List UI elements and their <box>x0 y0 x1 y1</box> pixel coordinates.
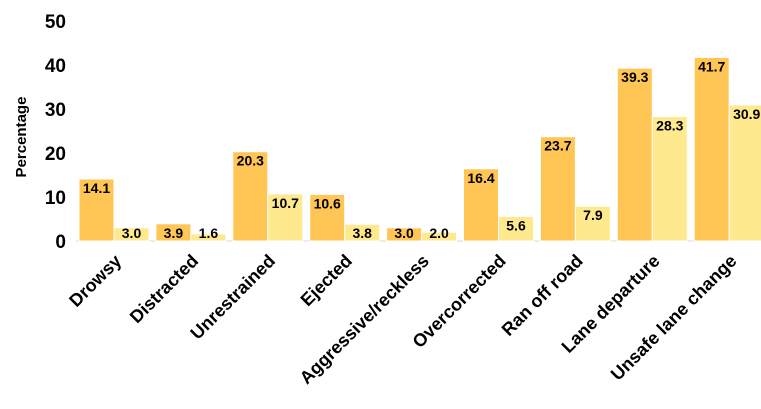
x-category-label: Ejected <box>297 251 356 310</box>
data-label: 20.3 <box>237 153 264 169</box>
bars-group <box>78 57 761 242</box>
data-label: 1.6 <box>199 225 219 241</box>
data-label: 10.7 <box>272 195 299 211</box>
bar-series2 <box>421 231 458 242</box>
x-category-label: Drowsy <box>65 251 125 311</box>
data-label: 2.0 <box>429 225 449 241</box>
data-label: 28.3 <box>656 118 683 134</box>
data-label: 39.3 <box>621 69 648 85</box>
data-label: 3.0 <box>394 225 414 241</box>
bar-series2 <box>498 215 534 242</box>
bar-series2 <box>344 223 381 242</box>
bar-series2 <box>267 193 304 242</box>
bar-series1 <box>155 223 192 242</box>
y-tick-label: 10 <box>45 188 66 209</box>
bar-series1 <box>232 151 269 242</box>
bar-series2 <box>728 104 761 242</box>
y-tick-label: 40 <box>45 56 66 77</box>
bar-series1 <box>616 67 653 242</box>
bar-series1 <box>463 168 499 242</box>
data-label: 3.9 <box>164 225 184 241</box>
bar-series2 <box>574 205 611 242</box>
y-tick-label: 20 <box>45 144 66 165</box>
x-category-label: Distracted <box>126 251 202 327</box>
data-label: 5.6 <box>506 217 526 233</box>
bar-series1 <box>693 57 730 242</box>
data-label: 30.9 <box>733 106 760 122</box>
y-axis-title: Percentage <box>13 97 30 178</box>
bar-series2 <box>651 116 688 242</box>
data-label: 3.0 <box>122 225 142 241</box>
data-label: 23.7 <box>544 138 571 154</box>
bar-series1 <box>309 193 346 242</box>
bar-series2 <box>113 227 150 242</box>
bar-series1 <box>539 136 576 242</box>
data-label: 41.7 <box>698 59 725 75</box>
y-tick-label: 30 <box>45 100 66 121</box>
value-labels-group: 14.1 3.9 20.3 10.6 3.0 16.4 23.7 39.3 41.7 3.0 1.6… <box>83 59 761 242</box>
bar-series1 <box>78 178 115 242</box>
data-label: 16.4 <box>467 170 494 186</box>
y-tick-label: 0 <box>55 232 66 253</box>
data-label: 14.1 <box>83 180 110 196</box>
data-label: 10.6 <box>314 195 341 211</box>
bar-series2 <box>190 233 227 242</box>
data-label: 7.9 <box>583 207 603 223</box>
y-axis-ticks: 0 10 20 30 40 50 <box>45 12 66 253</box>
x-category-label: Unsafe lane change <box>607 251 741 385</box>
data-label: 3.8 <box>352 225 372 241</box>
x-category-label: Aggressive/reckless <box>296 251 433 388</box>
y-tick-label: 50 <box>45 12 66 33</box>
